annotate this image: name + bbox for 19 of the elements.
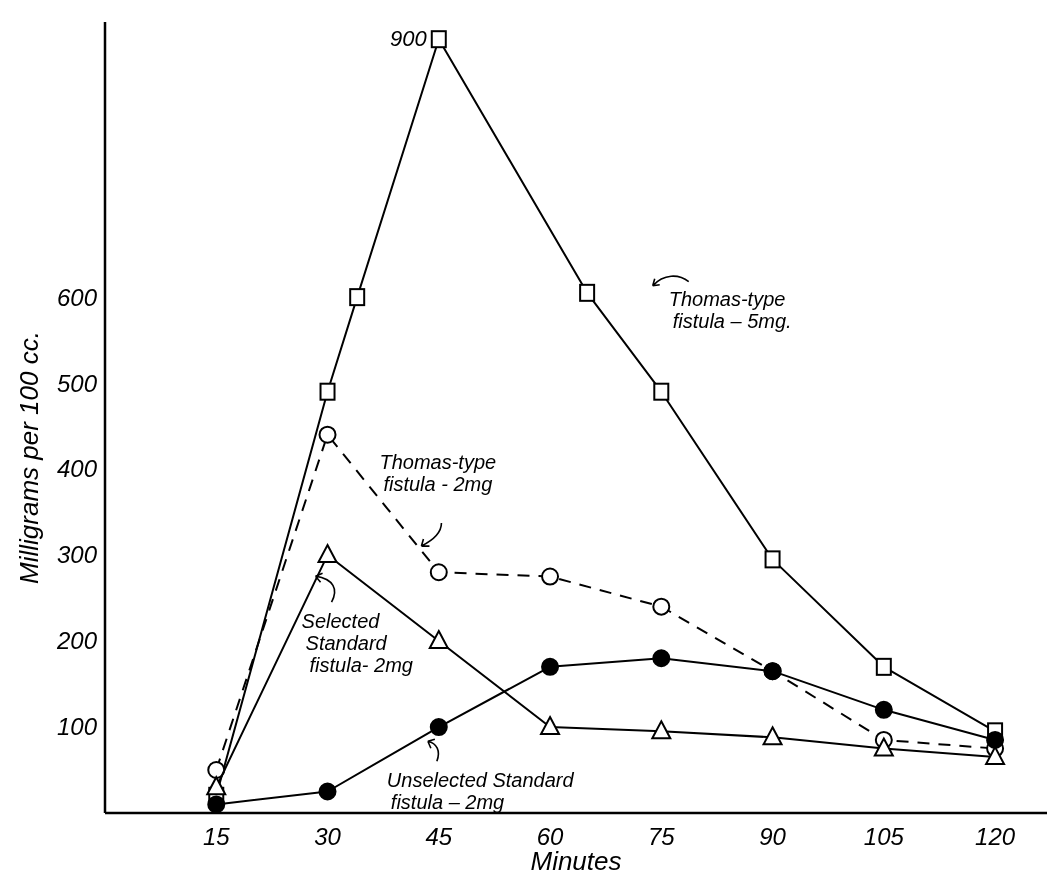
y-tick-label: 300	[56, 541, 98, 569]
x-tick-label: 105	[863, 823, 905, 850]
x-tick-label: 90	[759, 823, 787, 850]
y-tick-label: 500	[56, 369, 98, 397]
y-tick-label: 400	[56, 455, 98, 483]
y-tick-label: 100	[56, 713, 98, 741]
legend-label: Unselected Standard fistula – 2mg	[386, 769, 575, 814]
y-axis-title: Milligrams per 100 cc.	[14, 331, 44, 584]
x-tick-label: 45	[425, 823, 453, 850]
x-tick-label: 15	[202, 823, 231, 850]
x-tick-label: 75	[647, 823, 676, 850]
y-tick-label: 200	[55, 627, 98, 655]
y-tick-label: 600	[56, 283, 98, 311]
series-label: Thomas-type fistula - 2mg	[379, 451, 497, 496]
data-label: 900	[390, 26, 428, 52]
legend-label: Selected Standard fistula- 2mg	[301, 610, 413, 677]
legend-label: Thomas-type fistula – 5mg.	[668, 287, 792, 332]
x-tick-label: 30	[314, 823, 342, 850]
x-tick-label: 120	[975, 823, 1016, 850]
